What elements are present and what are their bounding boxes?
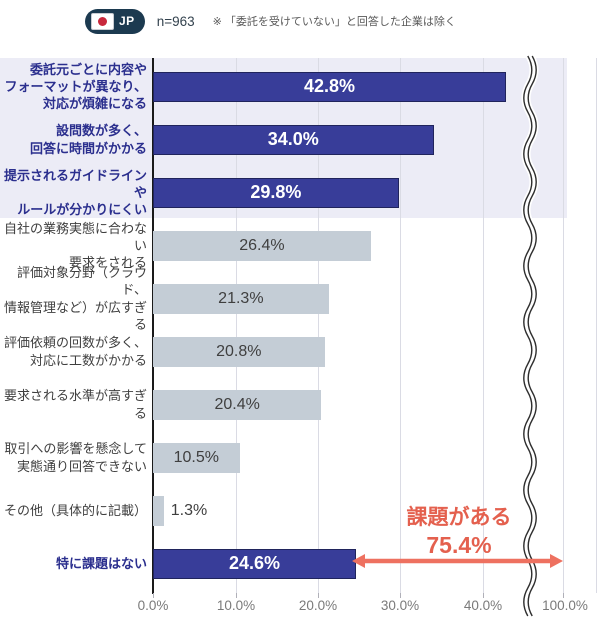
category-label: 取引への影響を懸念して 実態通り回答できない [4,441,147,474]
gridline-20 [318,58,319,593]
y-axis-line [152,58,154,594]
chart-header: JP n=963 ※ 「委託を受けていない」と回答した企業は除く [85,8,456,34]
category-label: 評価依頼の回数が多く、 対応に工数がかかる [3,335,147,368]
bar: 20.4% [153,389,322,420]
bar-rows: 委託元ごとに内容や フォーマットが異なり、 対応が煩雑になる 42.8% 設問数… [0,60,600,590]
annotation-value: 75.4% [426,532,492,559]
axis-tick [153,593,154,598]
category-label: その他（具体的に記載） [3,502,147,518]
gridline-100 [563,58,564,593]
bar: 21.3% [153,283,329,314]
plot-right-border [596,58,597,593]
x-tick-label: 0.0% [137,598,169,613]
sample-size-label: n=963 [156,13,195,29]
bar-value: 26.4% [239,236,285,254]
country-badge: JP [85,8,145,34]
category-label: 提示されるガイドラインや ルールが分かりにくい [3,167,147,218]
x-tick-label: 10.0% [216,598,256,613]
bar: 42.8% [153,71,507,102]
country-code-label: JP [119,14,135,28]
category-label: 委託元ごとに内容や フォーマットが異なり、 対応が煩雑になる [4,61,147,112]
category-label: 設問数が多く、 回答に時間がかかる [29,123,147,156]
issue-annotation: 課題がある 75.4% [378,505,540,560]
chart-row: 評価依頼の回数が多く、 対応に工数がかかる 20.8% [0,325,600,378]
annotation-label: 課題がある [406,506,512,529]
bar: 29.8% [153,177,399,208]
bar-value: 29.8% [250,182,302,202]
bar-value: 34.0% [267,129,319,149]
bar-value: 1.3% [170,501,208,519]
chart-row: 評価対象分野（クラウド、 情報管理など）が広すぎる 21.3% [0,265,600,332]
chart-row: 要求される水準が高すぎる 20.4% [0,378,600,431]
bar: 10.5% [153,442,240,473]
x-tick-label: 30.0% [380,598,420,613]
chart-row: 特に課題はない 24.6% [0,537,600,590]
japan-flag-icon [91,12,114,30]
category-label: 要求される水準が高すぎる [3,388,147,421]
chart-row: 委託元ごとに内容や フォーマットが異なり、 対応が煩雑になる 42.8% [0,60,600,113]
chart-row: 提示されるガイドラインや ルールが分かりにくい 29.8% [0,166,600,219]
axis-tick [318,593,319,598]
axis-tick [400,593,401,598]
bar: 24.6% [153,548,356,579]
gridline-40 [483,58,484,593]
bar-value: 20.4% [214,395,260,413]
axis-tick [483,593,484,598]
x-tick-label: 20.0% [298,598,338,613]
bar: 26.4% [153,230,371,261]
chart-row: 取引への影響を懸念して 実態通り回答できない 10.5% [0,431,600,484]
x-tick-label: 40.0% [463,598,503,613]
axis-tick [236,593,237,598]
category-label: 評価対象分野（クラウド、 情報管理など）が広すぎる [3,265,147,332]
bar-value: 10.5% [173,448,219,466]
gridline-30 [400,58,401,593]
bar: 34.0% [153,124,434,155]
bar-value: 21.3% [218,289,264,307]
category-label: 自社の業務実態に合わない 要求をされる [3,220,147,271]
x-tick-label: 100.0% [542,598,588,613]
chart-row: 自社の業務実態に合わない 要求をされる 26.4% [0,219,600,272]
gridline-10 [236,58,237,593]
bar: 1.3% [153,495,207,526]
exclusion-note: ※ 「委託を受けていない」と回答した企業は除く [212,16,456,28]
bar-value: 42.8% [304,76,356,96]
axis-tick [563,593,564,598]
bar-value: 24.6% [228,553,280,573]
chart-row: その他（具体的に記載） 1.3% [0,484,600,537]
category-label: 特に課題はない [55,555,147,571]
chart-row: 設問数が多く、 回答に時間がかかる 34.0% [0,113,600,166]
bar: 20.8% [153,336,325,367]
bar-value: 20.8% [216,342,262,360]
